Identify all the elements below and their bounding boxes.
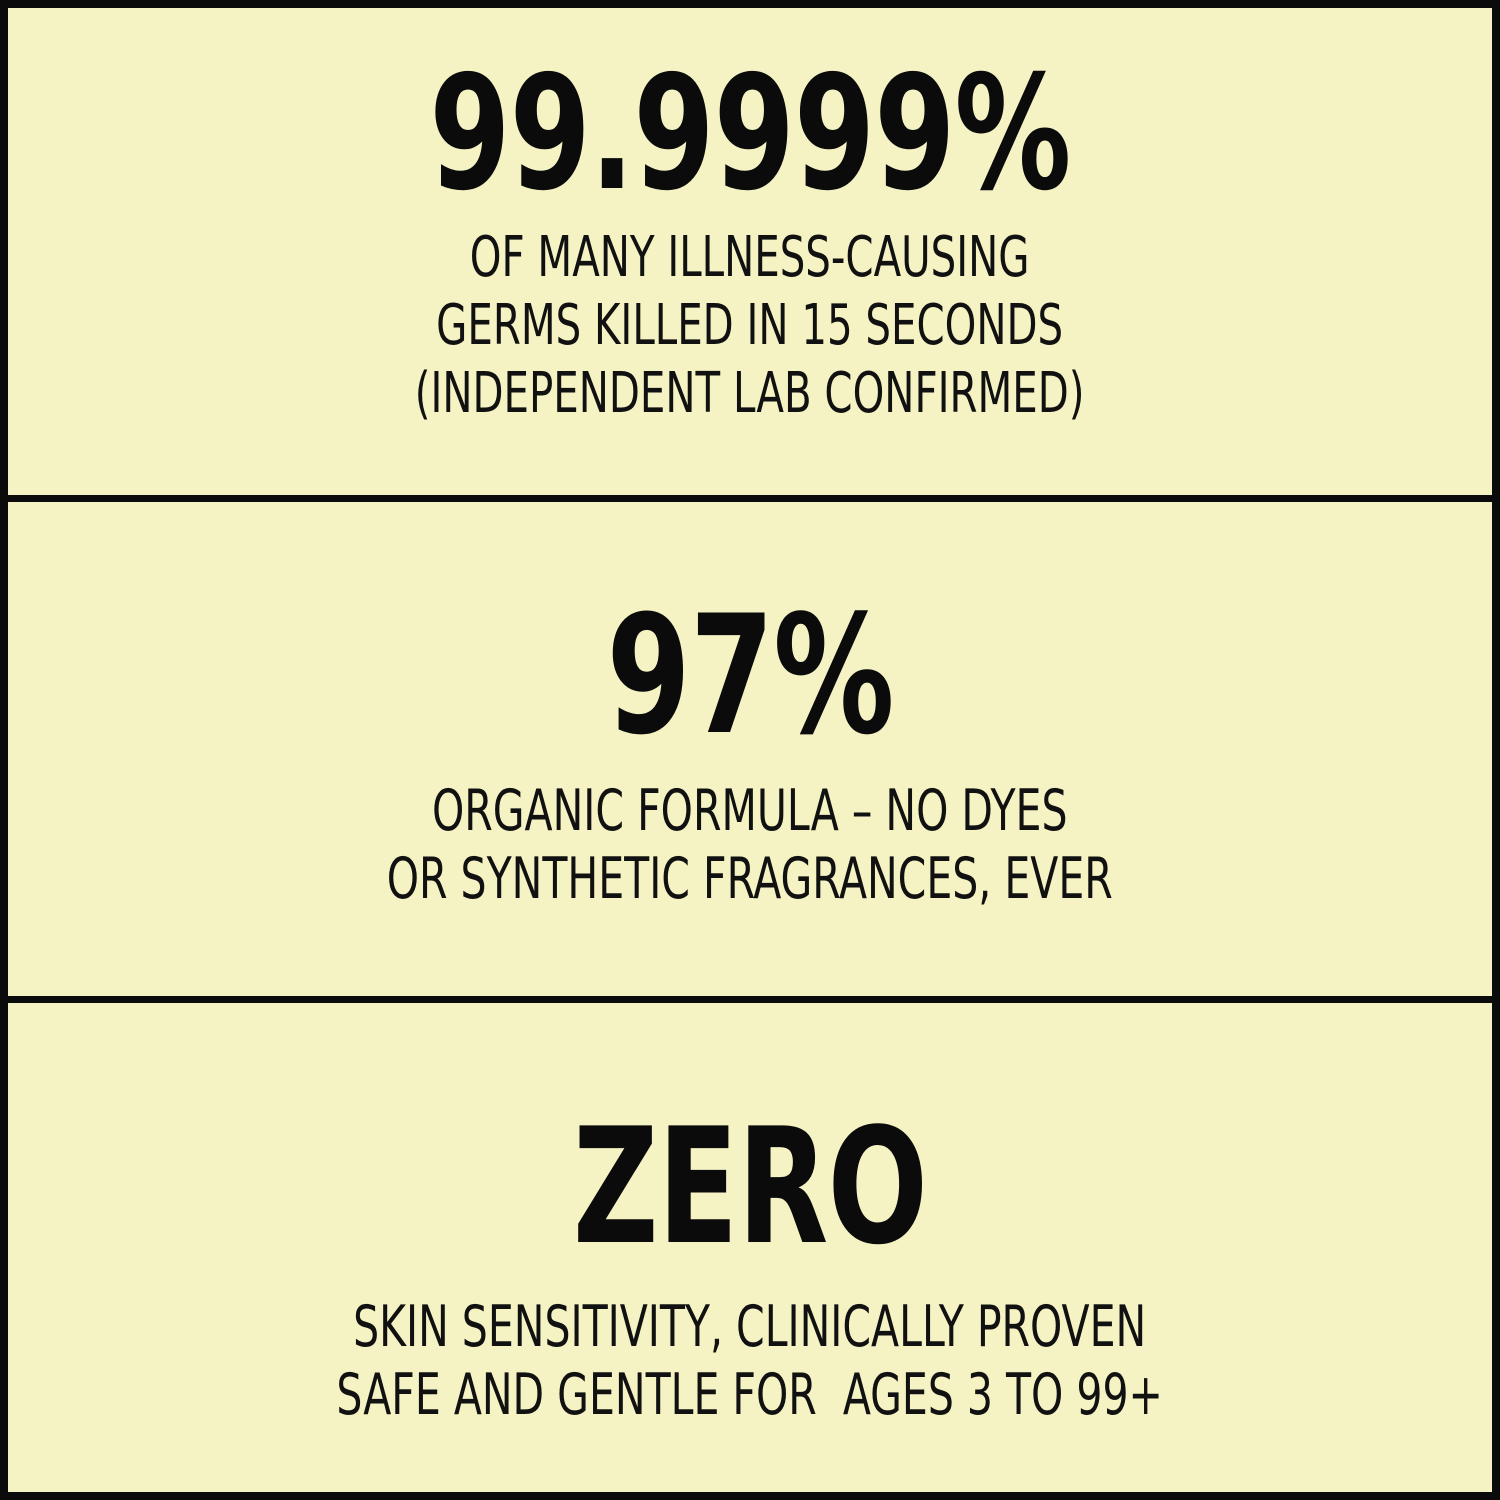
claim-stack: 99.9999% OF MANY ILLNESS-CAUSING GERMS K… <box>331 41 1168 429</box>
panel-divider <box>8 495 1492 502</box>
claim-body: OF MANY ILLNESS-CAUSING GERMS KILLED IN … <box>331 224 1168 428</box>
claim-body-line: SAFE AND GENTLE FOR AGES 3 TO 99+ <box>336 1362 1164 1429</box>
claim-body: SKIN SENSITIVITY, CLINICALLY PROVEN SAFE… <box>233 1293 1266 1429</box>
claim-stack: 97% ORGANIC FORMULA – NO DYES OR SYNTHET… <box>296 580 1204 913</box>
panel-divider <box>8 996 1492 1003</box>
claim-body-line: (INDEPENDENT LAB CONFIRMED) <box>415 361 1085 427</box>
claim-body-line: OF MANY ILLNESS-CAUSING <box>470 225 1030 291</box>
claim-body-line: GERMS KILLED IN 15 SECONDS <box>436 293 1064 359</box>
claim-body: ORGANIC FORMULA – NO DYES OR SYNTHETIC F… <box>296 777 1204 913</box>
claim-headline-percentage: 97% <box>606 580 894 772</box>
claim-panel-germ-kill: 99.9999% OF MANY ILLNESS-CAUSING GERMS K… <box>8 8 1492 495</box>
claim-panel-organic-formula: 97% ORGANIC FORMULA – NO DYES OR SYNTHET… <box>8 502 1492 996</box>
claim-body-line: ORGANIC FORMULA – NO DYES <box>432 777 1068 844</box>
claim-stack: ZERO SKIN SENSITIVITY, CLINICALLY PROVEN… <box>233 1092 1266 1430</box>
claim-headline-zero: ZERO <box>572 1092 928 1280</box>
claim-body-line: SKIN SENSITIVITY, CLINICALLY PROVEN <box>353 1294 1147 1361</box>
claim-body-line: OR SYNTHETIC FRAGRANCES, EVER <box>387 845 1113 912</box>
claim-panel-skin-sensitivity: ZERO SKIN SENSITIVITY, CLINICALLY PROVEN… <box>8 1003 1492 1492</box>
claim-headline-percentage: 99.9999% <box>429 41 1071 226</box>
